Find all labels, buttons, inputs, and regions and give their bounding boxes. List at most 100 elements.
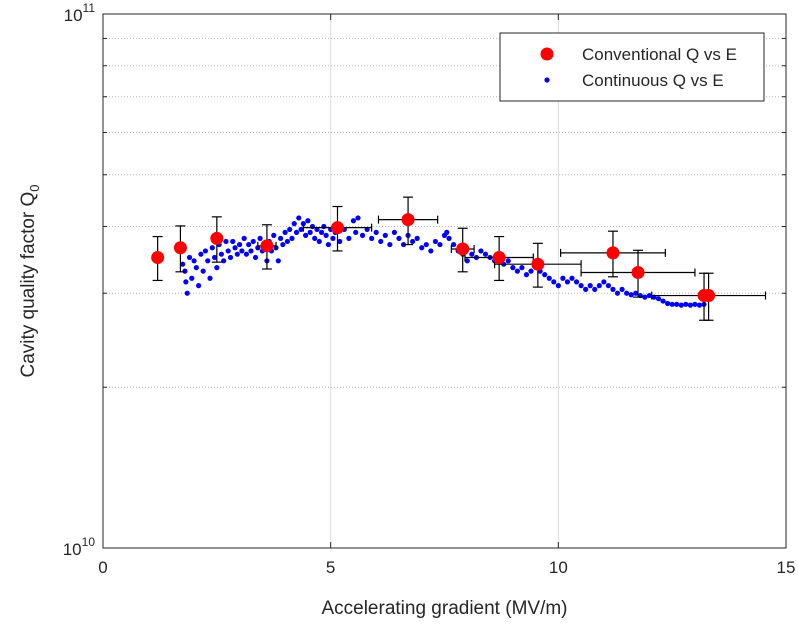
continuous-point	[232, 245, 238, 251]
conventional-point	[702, 289, 716, 303]
conventional-point	[606, 246, 620, 260]
continuous-point	[423, 241, 429, 248]
continuous-point	[202, 248, 209, 254]
continuous-point	[284, 238, 291, 245]
continuous-point	[628, 292, 634, 298]
continuous-point	[624, 290, 630, 296]
continuous-point	[569, 275, 575, 281]
continuous-point	[432, 238, 438, 245]
continuous-point	[619, 286, 625, 292]
continuous-point	[305, 218, 311, 224]
continuous-point	[296, 215, 302, 221]
continuous-point	[303, 232, 309, 238]
continuous-point	[221, 258, 227, 264]
continuous-point	[396, 235, 402, 241]
continuous-point	[300, 221, 306, 227]
continuous-point	[605, 283, 612, 289]
x-tick-label: 0	[98, 558, 107, 577]
conventional-point	[456, 242, 470, 256]
continuous-point	[678, 302, 684, 308]
legend-box	[499, 32, 765, 102]
legend: Conventional Q vs E Continuous Q vs E	[499, 32, 765, 102]
continuous-point	[464, 258, 470, 264]
y-axis-label: Cavity quality factor Q0	[18, 184, 42, 377]
continuous-point	[346, 235, 352, 241]
continuous-point	[674, 301, 680, 307]
continuous-point	[291, 221, 297, 227]
continuous-point	[646, 292, 653, 299]
continuous-point	[446, 235, 452, 241]
continuous-point	[696, 302, 703, 308]
continuous-point	[200, 268, 206, 274]
continuous-point	[601, 279, 607, 285]
continuous-point	[410, 238, 416, 245]
continuous-point	[205, 258, 211, 264]
continuous-point	[633, 290, 639, 296]
continuous-point	[478, 248, 484, 254]
y-tick-label-base: 10	[63, 540, 82, 559]
continuous-point	[241, 235, 247, 241]
continuous-point	[523, 272, 530, 278]
conventional-point	[173, 241, 187, 255]
continuous-point	[193, 265, 199, 271]
y-tick-label-exponent: 10	[82, 535, 96, 549]
continuous-point	[551, 279, 557, 285]
continuous-point	[318, 229, 325, 235]
x-tick-label: 15	[777, 558, 796, 577]
continuous-point	[252, 254, 259, 261]
continuous-point	[298, 226, 304, 233]
continuous-point	[387, 241, 393, 248]
conventional-point	[531, 257, 545, 271]
continuous-point	[248, 248, 254, 254]
y-tick-label-base: 10	[64, 6, 83, 25]
continuous-point	[451, 241, 457, 248]
continuous-point	[542, 272, 548, 278]
continuous-point	[573, 279, 580, 285]
continuous-point	[614, 290, 621, 296]
continuous-point	[505, 258, 511, 264]
continuous-point	[642, 294, 648, 300]
continuous-point	[587, 283, 593, 289]
continuous-point	[246, 241, 252, 248]
continuous-point	[428, 248, 434, 254]
continuous-point	[223, 238, 229, 245]
continuous-point	[307, 229, 313, 235]
continuous-point	[419, 245, 425, 251]
continuous-point	[687, 302, 693, 308]
continuous-point	[596, 283, 602, 289]
continuous-point	[191, 258, 197, 264]
continuous-point	[610, 286, 616, 292]
conventional-errorbars	[152, 196, 767, 321]
continuous-point	[189, 275, 195, 281]
y-tick-label: 1010	[63, 535, 96, 559]
continuous-point	[321, 223, 327, 230]
continuous-point	[369, 235, 375, 241]
series-layer	[151, 196, 767, 321]
continuous-point	[207, 275, 213, 281]
conventional-point	[492, 250, 506, 264]
continuous-point	[243, 251, 250, 257]
y-axis-label-subscript: 0	[27, 184, 42, 191]
continuous-point	[514, 268, 520, 274]
continuous-point	[211, 254, 218, 261]
continuous-point	[359, 232, 366, 238]
x-tick-label: 5	[326, 558, 335, 577]
continuous-point	[669, 301, 675, 307]
axes-box	[102, 13, 787, 549]
continuous-point	[280, 241, 286, 248]
x-axis-label: Accelerating gradient (MV/m)	[321, 598, 567, 619]
continuous-point	[237, 241, 243, 248]
continuous-point	[692, 301, 698, 307]
y-tick-label-exponent: 11	[83, 1, 96, 15]
continuous-point	[239, 248, 245, 254]
legend-marker-conventional	[540, 47, 554, 61]
grid-lines	[103, 14, 786, 548]
continuous-point	[564, 279, 571, 285]
continuous-point	[665, 300, 671, 307]
continuous-point	[519, 265, 525, 271]
continuous-point	[275, 258, 281, 264]
continuous-point	[482, 251, 489, 257]
continuous-point	[289, 235, 295, 241]
